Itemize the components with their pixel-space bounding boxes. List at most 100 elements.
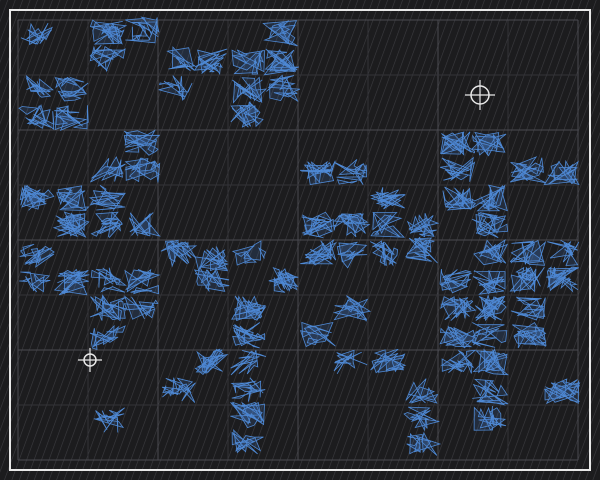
scribble-stroke [306,165,335,185]
scribble-stroke [61,212,87,238]
scribble-blob [89,44,126,73]
scribble-stroke [273,271,299,288]
scribble-stroke [131,21,160,33]
scribble-stroke [472,134,495,157]
scribble-stroke [337,250,368,256]
scribble-stroke [20,22,49,45]
scribble-stroke [263,30,296,45]
scribble-stroke [338,159,367,175]
scribble-stroke [442,270,472,279]
scribble-stroke [18,106,39,115]
scribble-stroke [124,164,141,171]
scribble-stroke [125,17,153,36]
scribble-blob [19,243,55,268]
scribble-stroke [479,244,503,263]
scribble-blob [336,241,368,269]
scribble-stroke [19,186,41,203]
scribble-stroke [547,163,578,185]
scribble-stroke [241,77,263,103]
scribble-blob [300,238,337,266]
scribble-blob [161,377,196,403]
scribble-stroke [92,202,126,211]
scribble-blob [266,74,301,103]
scribble-stroke [543,160,576,185]
scribble-stroke [442,297,469,321]
scribble-stroke [408,393,439,401]
scribble-stroke [321,160,336,178]
scribble-blob [439,156,476,182]
scribble-stroke [233,49,249,64]
scribble-stroke [372,244,397,264]
scribble-stroke [273,276,286,293]
scribble-stroke [406,252,432,262]
scribble-stroke [441,358,471,373]
scribble-blob [333,212,371,238]
scribble-stroke [93,418,125,429]
scribble-stroke [510,240,536,264]
scribble-stroke [34,274,51,284]
scribble-blob [166,46,196,72]
scribble-stroke [114,159,122,182]
scribble-stroke [233,380,256,394]
scribble-blob [268,267,299,293]
scribble-blob [230,401,265,429]
scribble-stroke [487,184,505,197]
scribble-stroke [277,23,291,35]
scribble-stroke [90,158,117,183]
scribble-blob [89,324,126,350]
scribble-blob [403,406,440,432]
scribble-stroke [472,383,497,397]
scribble-stroke [200,354,229,374]
scribble-blob [547,239,580,266]
scribble-stroke [546,378,568,405]
scribble-stroke [262,20,298,45]
scribble-stroke [125,129,156,148]
scribble-blob [52,211,90,238]
scribble-stroke [389,247,399,265]
scribble-stroke [406,239,427,259]
scribble-blob [406,213,440,238]
scribble-stroke [346,295,368,322]
scribble-stroke [410,410,431,423]
scribble-blob [194,246,229,272]
scribble-blob [123,129,161,156]
scribble-blob [193,48,228,76]
scribble-blob [406,431,442,456]
scribble-stroke [441,279,471,291]
scribble-blob [160,239,198,268]
scribble-blob [545,266,579,293]
scribble-stroke [376,194,405,209]
scribble-stroke [320,240,337,261]
scribble-stroke [162,385,181,395]
scribble-stroke [231,245,255,257]
scribble-stroke [125,134,157,153]
scribble-stroke [124,268,152,287]
scribble-stroke [21,191,46,208]
scribble-blob [124,157,161,183]
scribble-stroke [549,240,572,263]
scribble-stroke [408,237,432,255]
scribble-stroke [230,104,250,123]
scribble-stroke [475,212,500,232]
scribble-stroke [193,56,217,71]
scribble-stroke [175,57,191,72]
scribble-stroke [200,269,223,287]
scribble-stroke [471,187,504,209]
scribble-stroke [245,299,266,319]
scribble-blob [89,19,128,45]
scribble-blob [193,265,230,293]
scribble-stroke [406,437,421,453]
scribble-stroke [485,360,509,376]
scribble-stroke [212,63,223,76]
scribble-stroke [513,322,546,341]
scribble-stroke [409,409,440,429]
scribble-stroke [94,294,106,312]
scribble-blob [129,212,161,237]
scribble-stroke [242,76,263,103]
scribble-stroke [130,269,153,281]
scribble-stroke [472,322,505,331]
scribble-stroke [258,247,267,259]
scribble-stroke [440,327,459,339]
scribble-blob [90,267,127,293]
scribble-stroke [172,75,188,93]
